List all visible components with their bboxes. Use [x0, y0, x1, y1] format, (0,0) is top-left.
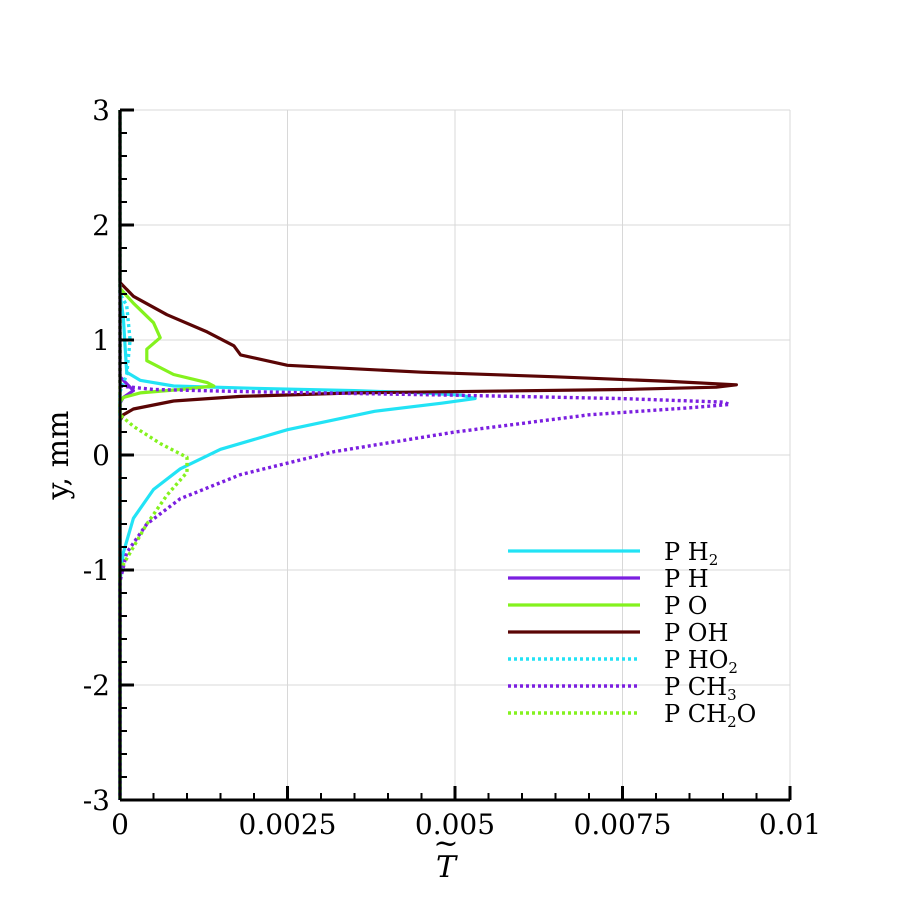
legend-label-3: P OH — [664, 619, 728, 647]
x-axis-label-accent: ~ — [433, 826, 458, 861]
x-tick-label: 0 — [111, 808, 129, 841]
y-tick-label: 3 — [92, 94, 110, 127]
x-tick-label: 0.005 — [415, 808, 495, 841]
y-tick-label: 0 — [92, 439, 110, 472]
ticks — [118, 108, 792, 802]
legend-label-1: P H — [664, 565, 709, 593]
series-line-2 — [118, 110, 216, 800]
x-tick-label: 0.01 — [759, 808, 821, 841]
y-axis-label: y, mm — [41, 411, 76, 501]
legend-label-2: P O — [664, 592, 707, 620]
y-tick-label: -2 — [83, 669, 110, 702]
legend-label-6: P CH2O — [664, 700, 756, 731]
y-tick-label: -3 — [83, 784, 110, 817]
y-tick-label: -1 — [83, 554, 110, 587]
tick-labels: 0 0.0025 0.005 0.0075 0.01 -3 -2 -1 0 1 2 3 — [83, 94, 821, 841]
y-tick-label: 2 — [92, 209, 110, 242]
legend-label-5: P CH3 — [664, 673, 737, 704]
y-tick-label: 1 — [92, 324, 110, 357]
x-tick-label: 0.0075 — [574, 808, 672, 841]
x-axis-label: T — [436, 850, 458, 885]
legend-label-0: P H2 — [664, 538, 718, 569]
series-line-3 — [118, 110, 738, 800]
x-tick-label: 0.0025 — [239, 808, 337, 841]
legend-label-4: P HO2 — [664, 646, 738, 677]
series-line-6 — [118, 110, 189, 800]
